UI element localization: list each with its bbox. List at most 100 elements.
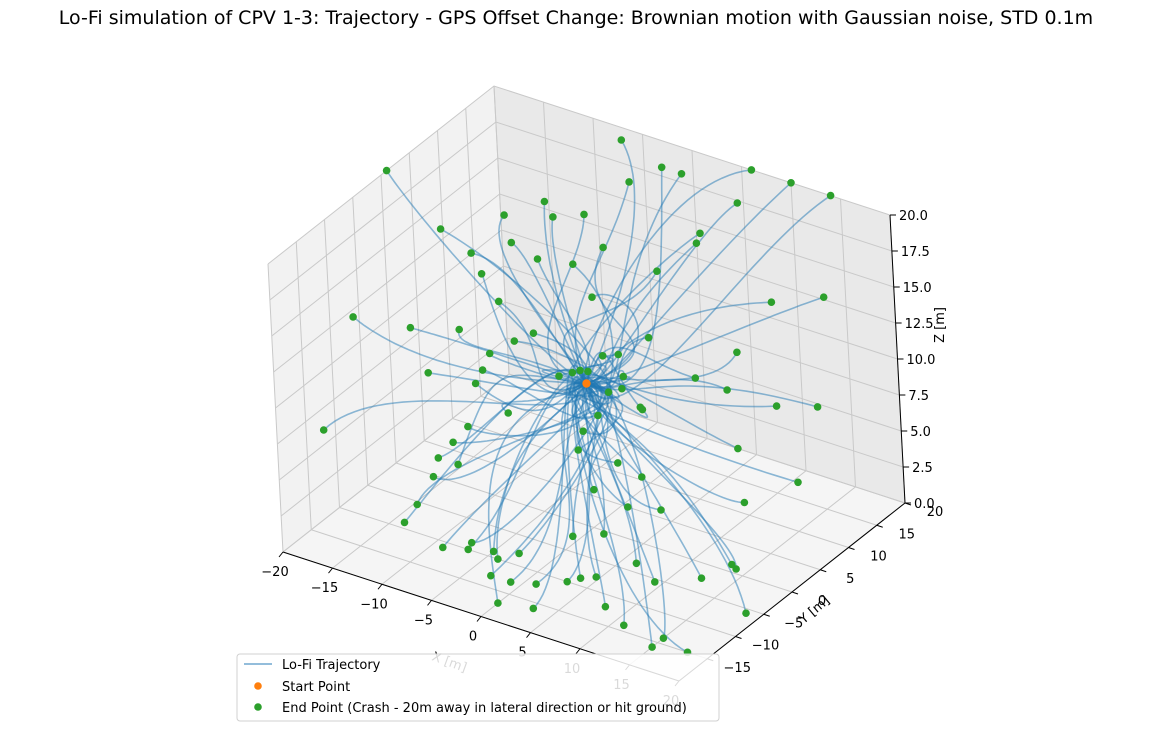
- end-point-marker: [813, 403, 822, 411]
- z-grid-line: [267, 85, 891, 265]
- legend-end-swatch: [254, 703, 262, 711]
- z-tick-label: 2.5: [912, 461, 933, 476]
- end-point-marker: [576, 366, 584, 375]
- end-point-marker: [624, 503, 632, 511]
- trajectory-line: [543, 201, 594, 398]
- y-tick-label: −5: [784, 616, 803, 631]
- z-tick-label: 15.0: [903, 281, 932, 296]
- z-tick-label: 10.0: [907, 353, 936, 368]
- z-grid-line: [269, 121, 893, 301]
- legend-start-swatch: [254, 682, 262, 690]
- x-tick-mark: [575, 648, 581, 655]
- end-point-marker: [648, 643, 656, 651]
- z-grid-line: [282, 373, 906, 553]
- end-point-marker: [529, 329, 538, 338]
- trajectory-line: [571, 378, 607, 607]
- end-point-marker: [787, 179, 795, 187]
- trajectory-line: [583, 351, 738, 385]
- trajectory-line: [586, 336, 649, 389]
- end-point-marker: [349, 313, 357, 321]
- end-point-marker: [569, 260, 577, 269]
- trajectory-line: [585, 351, 641, 408]
- chart-title: Lo-Fi simulation of CPV 1-3: Trajectory …: [59, 7, 1093, 29]
- end-point-marker: [740, 498, 749, 507]
- end-point-marker: [507, 238, 516, 247]
- end-point-marker: [594, 411, 602, 420]
- end-point-marker: [382, 166, 391, 175]
- end-point-marker: [659, 634, 668, 642]
- end-point-marker: [487, 571, 495, 580]
- trajectory-line: [585, 202, 738, 387]
- trajectory-line: [573, 382, 612, 405]
- legend: Lo-Fi Trajectory Start Point End Point (…: [236, 653, 720, 722]
- trajectory-line: [385, 170, 587, 385]
- end-point-marker: [510, 337, 519, 345]
- trajectory-line: [586, 381, 662, 511]
- end-point-marker: [723, 386, 731, 394]
- end-point-marker: [504, 409, 512, 417]
- end-point-marker: [568, 368, 577, 377]
- end-point-marker: [494, 599, 502, 607]
- z-tick-label: 17.5: [901, 245, 930, 260]
- x-tick-label: 5: [518, 646, 526, 661]
- end-point-marker: [625, 178, 633, 186]
- x-tick-label: −10: [360, 597, 387, 612]
- z-tick-label: 5.0: [910, 425, 931, 440]
- trajectory-line: [352, 316, 587, 385]
- end-point-marker: [772, 402, 781, 410]
- end-point-marker: [636, 403, 645, 412]
- end-point-marker: [599, 243, 607, 252]
- end-point-marker: [424, 369, 433, 377]
- end-point-marker: [478, 366, 487, 374]
- legend-box: [236, 653, 720, 722]
- end-point-marker: [532, 580, 540, 588]
- x-tick-mark: [427, 600, 432, 606]
- end-point-marker: [455, 325, 464, 334]
- end-point-marker: [439, 543, 447, 552]
- trajectory-line: [566, 375, 588, 579]
- end-point-marker: [576, 574, 585, 582]
- y-tick-mark: [735, 636, 742, 639]
- trajectory-line: [585, 374, 739, 450]
- x-tick-label: −5: [414, 613, 433, 628]
- z-axis-label: Z [m]: [933, 307, 948, 343]
- y-tick-label: 10: [870, 550, 887, 565]
- end-point-marker: [601, 602, 610, 611]
- end-points: [319, 136, 835, 657]
- end-point-marker: [638, 473, 646, 481]
- end-point-marker: [819, 293, 828, 302]
- end-point-marker: [579, 427, 587, 436]
- x-tick-mark: [377, 583, 383, 590]
- end-point-marker: [454, 460, 462, 469]
- end-point-marker: [529, 604, 538, 613]
- y-axis-label: Y [m]: [796, 593, 833, 628]
- trajectory-line: [490, 382, 599, 577]
- x-tick-mark: [278, 551, 284, 558]
- end-point-marker: [632, 559, 641, 568]
- legend-end-label: End Point (Crash - 20m away in lateral d…: [282, 701, 687, 716]
- end-point-marker: [494, 555, 502, 563]
- end-point-marker: [580, 210, 588, 219]
- end-point-marker: [436, 225, 445, 233]
- x-tick-mark: [328, 567, 333, 574]
- end-point-marker: [506, 578, 515, 586]
- z-tick-label: 12.5: [905, 317, 934, 332]
- end-point-marker: [733, 348, 741, 357]
- end-point-marker: [413, 500, 422, 509]
- y-tick-label: 5: [846, 572, 854, 587]
- end-point-marker: [697, 574, 706, 582]
- end-point-marker: [619, 372, 628, 381]
- y-tick-label: 0: [818, 594, 826, 609]
- trajectory-line: [467, 381, 587, 550]
- end-point-marker: [574, 446, 582, 454]
- x-tick-mark: [476, 616, 482, 622]
- y-tick-mark: [876, 524, 883, 528]
- end-point-marker: [584, 367, 592, 376]
- end-point-marker: [467, 538, 476, 547]
- end-point-marker: [653, 267, 661, 276]
- end-point-marker: [533, 255, 542, 263]
- y-tick-label: −15: [724, 661, 751, 676]
- trajectory-line: [583, 169, 752, 384]
- y-tick-mark: [820, 569, 827, 573]
